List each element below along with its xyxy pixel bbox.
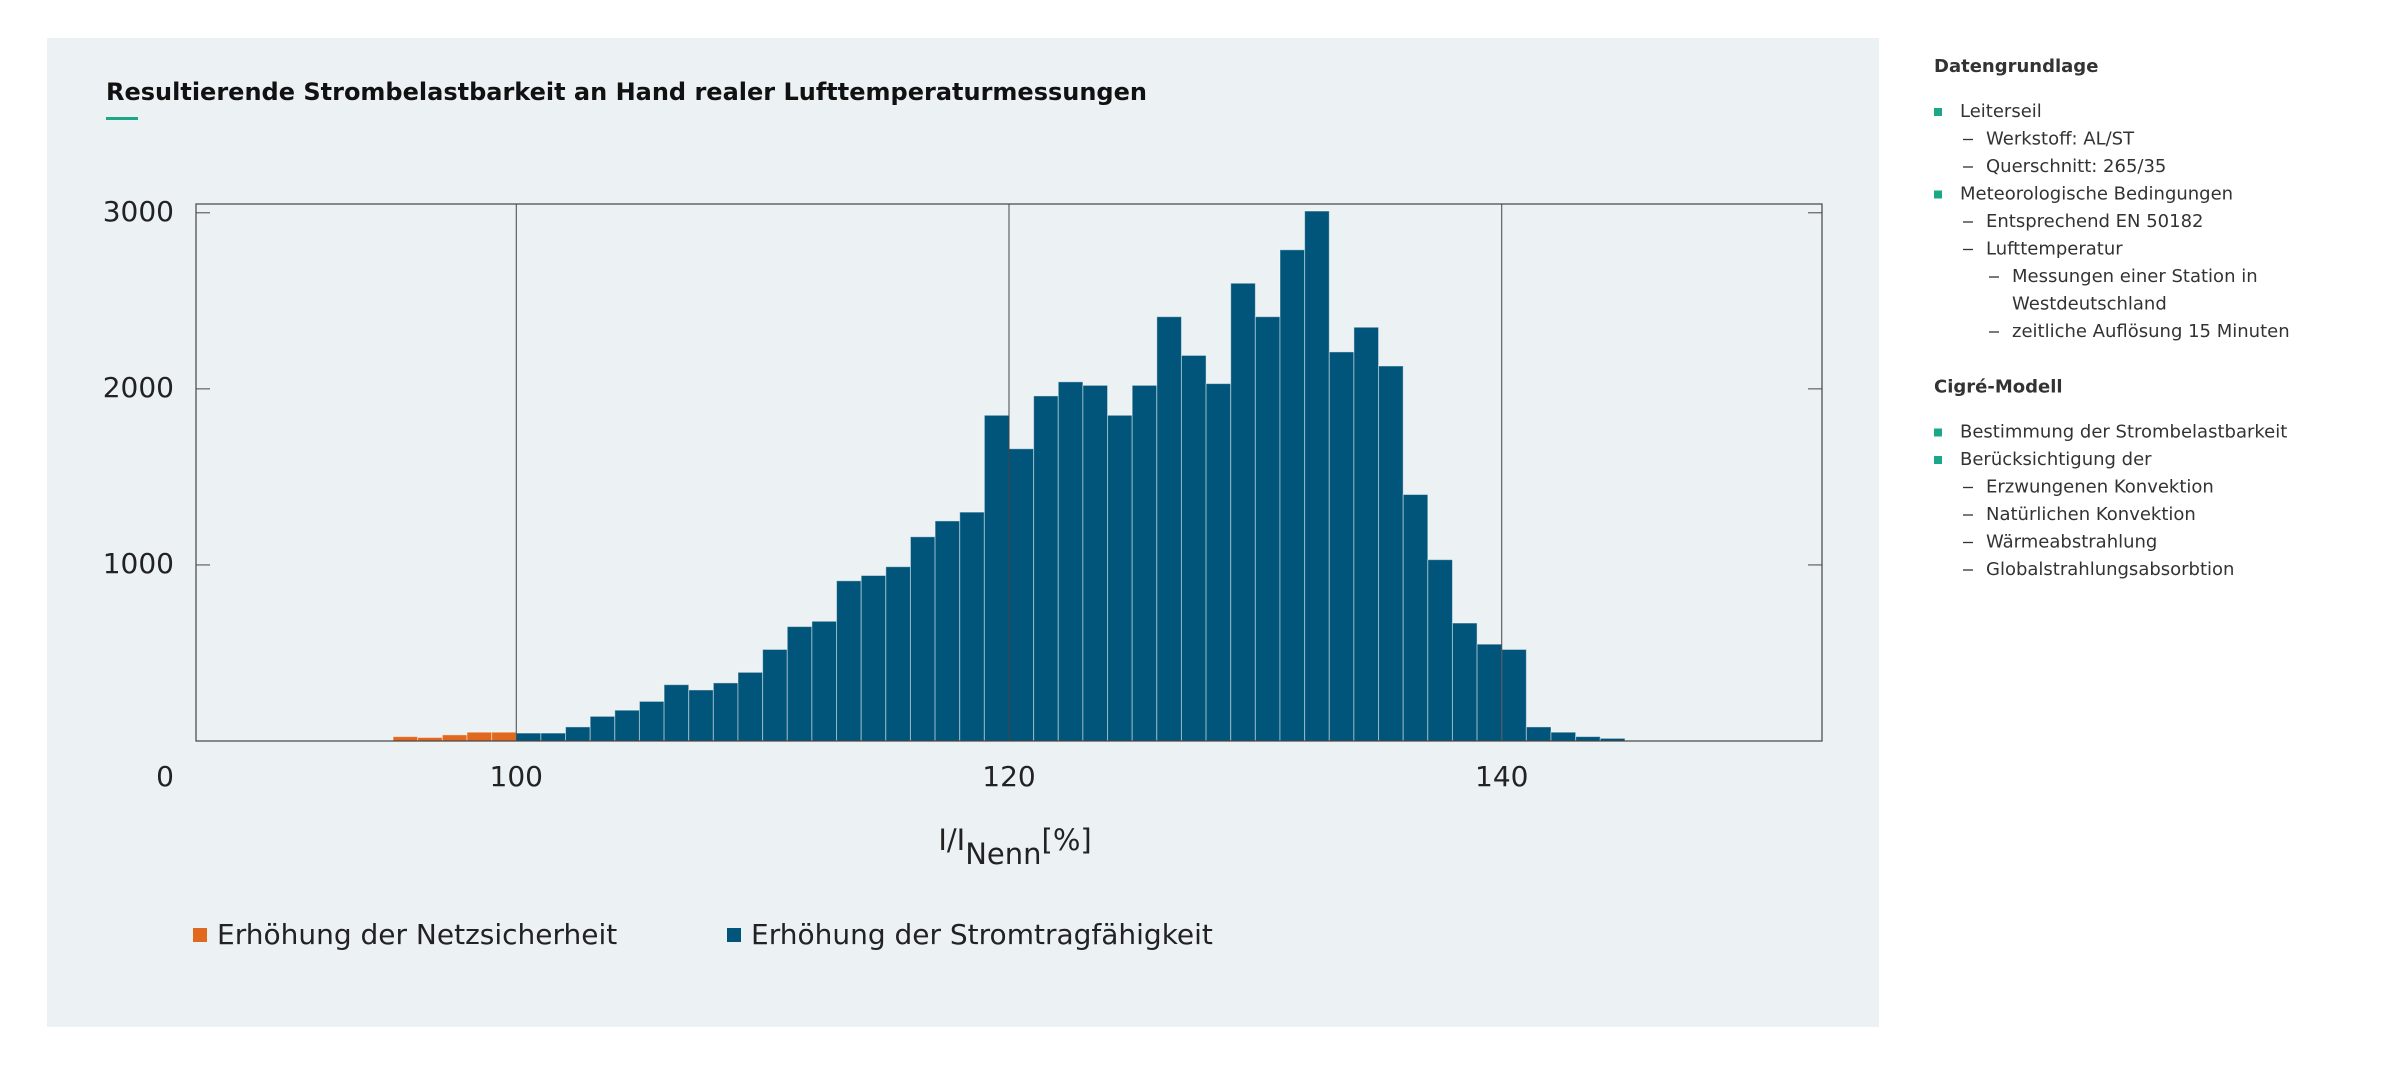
sidebar-heading: Datengrundlage	[1934, 56, 2098, 77]
bar	[540, 732, 567, 742]
sidebar-item: Erzwungenen Konvektion	[1986, 477, 2214, 498]
chart-title: Resultierende Strombelastbarkeit an Hand…	[106, 78, 1147, 106]
sidebar-item: zeitliche Auflösung 15 Minuten	[2012, 321, 2290, 342]
x-axis-label: I/INenn[%]	[938, 823, 1091, 871]
sidebar-item: Meteorologische Bedingungen	[1960, 184, 2233, 205]
sidebar-item: Lufttemperatur	[1986, 239, 2123, 260]
sidebar-item: Berücksichtigung der	[1960, 449, 2152, 470]
sidebar-item: Werkstoff: AL/ST	[1986, 129, 2135, 150]
plot-area	[195, 203, 1823, 742]
legend-swatch	[727, 928, 741, 942]
sidebar-item: Querschnitt: 265/35	[1986, 156, 2166, 177]
sidebar-item: Messungen einer Station in	[2012, 266, 2258, 287]
x-label-unit: [%]	[1042, 823, 1092, 857]
bar	[1353, 326, 1380, 742]
bar	[737, 671, 764, 742]
bar	[1131, 384, 1158, 742]
bar	[934, 520, 961, 742]
sidebar-item: Natürlichen Konvektion	[1986, 504, 2196, 525]
bar	[1304, 210, 1330, 742]
bar	[1057, 381, 1084, 742]
bar	[1230, 282, 1256, 742]
bullet	[1934, 428, 1942, 437]
sidebar-item: Entsprechend EN 50182	[1986, 211, 2203, 232]
x-tick-label: 120	[982, 760, 1035, 793]
y-tick-label: 2000	[103, 371, 174, 404]
sidebar-item: Globalstrahlungsabsorbtion	[1986, 559, 2234, 580]
sidebar: Datengrundlage Leiterseil Werkstoff: AL/ST…	[1934, 56, 2290, 580]
legend-label: Erhöhung der Netzsicherheit	[217, 918, 617, 951]
sidebar-item: Leiterseil	[1960, 101, 2042, 122]
bar	[1575, 736, 1601, 742]
bar	[614, 709, 640, 742]
bar	[1427, 559, 1453, 742]
legend-swatch	[193, 928, 207, 942]
x-label-sub: Nenn	[965, 837, 1041, 871]
bar	[909, 536, 936, 742]
bar	[1254, 316, 1281, 742]
bar	[1279, 249, 1306, 742]
title-underline	[106, 117, 138, 120]
bar	[712, 682, 739, 742]
bar	[1451, 622, 1478, 742]
bar	[1402, 494, 1429, 742]
x-label-main: I/I	[938, 823, 965, 857]
bar	[811, 620, 838, 742]
bar	[688, 689, 714, 742]
bar	[638, 700, 665, 742]
bar	[663, 684, 690, 742]
bar	[589, 715, 616, 742]
sidebar-item: Bestimmung der Strombelastbarkeit	[1960, 422, 2287, 443]
y-tick-label: 1000	[103, 547, 174, 580]
bar	[466, 731, 493, 742]
y-tick-label: 3000	[103, 195, 174, 228]
bar	[762, 648, 788, 742]
bar	[983, 414, 1010, 742]
bar	[1107, 414, 1133, 742]
plot-frame	[195, 203, 1823, 742]
x-tick-label: 140	[1475, 760, 1528, 793]
bar	[1476, 643, 1503, 742]
bar	[392, 736, 419, 742]
bar	[1328, 351, 1355, 742]
bar	[1082, 384, 1109, 742]
x-tick-label: 100	[490, 760, 543, 793]
bar	[1008, 448, 1035, 742]
bar	[959, 511, 985, 742]
bar	[1205, 383, 1232, 742]
sidebar-item: Wärmeabstrahlung	[1986, 532, 2157, 553]
y-tick-label: 0	[156, 760, 174, 793]
bar	[515, 732, 542, 742]
bar	[836, 580, 862, 742]
bar	[491, 731, 517, 742]
sidebar-heading: Cigré-Modell	[1934, 377, 2063, 398]
bar	[786, 626, 813, 742]
bar	[1501, 648, 1527, 742]
bullet	[1934, 190, 1942, 199]
sidebar-item: Westdeutschland	[2012, 294, 2167, 315]
bar	[1180, 354, 1207, 742]
bar	[885, 566, 911, 742]
bar	[1525, 726, 1552, 742]
bar	[1378, 365, 1404, 742]
legend-label: Erhöhung der Stromtragfähigkeit	[751, 918, 1213, 951]
bullet	[1934, 108, 1942, 116]
bar	[1550, 731, 1577, 742]
bar	[1156, 316, 1182, 742]
bar	[860, 574, 887, 742]
bar	[1033, 395, 1059, 742]
bar	[441, 734, 468, 742]
bar	[565, 726, 591, 742]
bullet	[1934, 456, 1942, 464]
